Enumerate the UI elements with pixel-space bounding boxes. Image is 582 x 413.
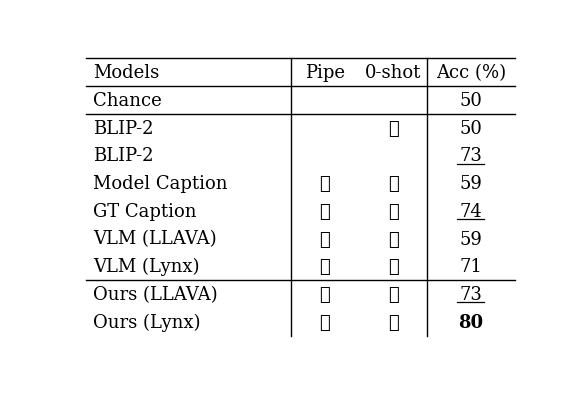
Text: ✓: ✓	[320, 175, 330, 192]
Text: ✓: ✓	[320, 202, 330, 220]
Text: VLM (Lynx): VLM (Lynx)	[93, 257, 200, 276]
Text: VLM (LLAVA): VLM (LLAVA)	[93, 230, 217, 248]
Text: 71: 71	[460, 258, 482, 275]
Text: ✓: ✓	[388, 313, 399, 331]
Text: 0-shot: 0-shot	[365, 64, 421, 82]
Text: 73: 73	[460, 285, 482, 303]
Text: GT Caption: GT Caption	[93, 202, 197, 220]
Text: 59: 59	[460, 230, 482, 248]
Text: 50: 50	[460, 119, 482, 137]
Text: Model Caption: Model Caption	[93, 175, 228, 192]
Text: ✓: ✓	[388, 258, 399, 275]
Text: 50: 50	[460, 92, 482, 109]
Text: ✓: ✓	[388, 119, 399, 137]
Text: ✓: ✓	[320, 258, 330, 275]
Text: ✓: ✓	[388, 285, 399, 303]
Text: BLIP-2: BLIP-2	[93, 119, 154, 137]
Text: ✓: ✓	[320, 230, 330, 248]
Text: ✓: ✓	[388, 175, 399, 192]
Text: ✓: ✓	[388, 202, 399, 220]
Text: 74: 74	[460, 202, 482, 220]
Text: Acc (%): Acc (%)	[436, 64, 506, 82]
Text: Pipe: Pipe	[305, 64, 345, 82]
Text: 59: 59	[460, 175, 482, 192]
Text: 73: 73	[460, 147, 482, 165]
Text: ✓: ✓	[320, 313, 330, 331]
Text: Ours (Lynx): Ours (Lynx)	[93, 313, 201, 331]
Text: ✓: ✓	[388, 230, 399, 248]
Text: ✓: ✓	[320, 285, 330, 303]
Text: Models: Models	[93, 64, 159, 82]
Text: 80: 80	[459, 313, 484, 331]
Text: BLIP-2: BLIP-2	[93, 147, 154, 165]
Text: Ours (LLAVA): Ours (LLAVA)	[93, 285, 218, 303]
Text: Chance: Chance	[93, 92, 162, 109]
